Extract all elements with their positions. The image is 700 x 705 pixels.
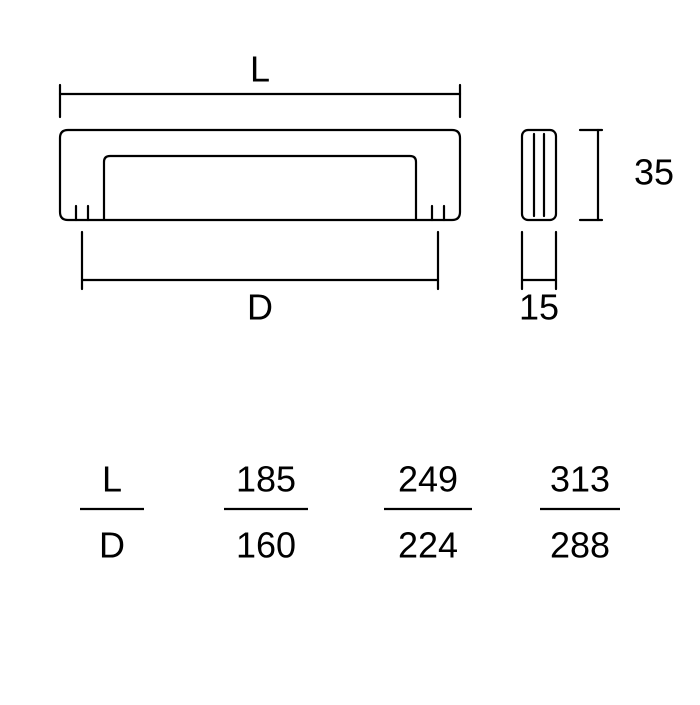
label: 313 xyxy=(550,459,610,500)
dimension-diagram: LD3515LD185160249224313288 xyxy=(0,0,700,700)
label: L xyxy=(250,49,270,90)
side-outline xyxy=(522,130,556,220)
label: 288 xyxy=(550,525,610,566)
label: 185 xyxy=(236,459,296,500)
label: D xyxy=(247,287,273,328)
label: 224 xyxy=(398,525,458,566)
front-outline xyxy=(60,130,460,220)
label: 35 xyxy=(634,152,674,193)
label: L xyxy=(102,459,122,500)
label: 249 xyxy=(398,459,458,500)
label: 15 xyxy=(519,287,559,328)
label: D xyxy=(99,525,125,566)
label: 160 xyxy=(236,525,296,566)
